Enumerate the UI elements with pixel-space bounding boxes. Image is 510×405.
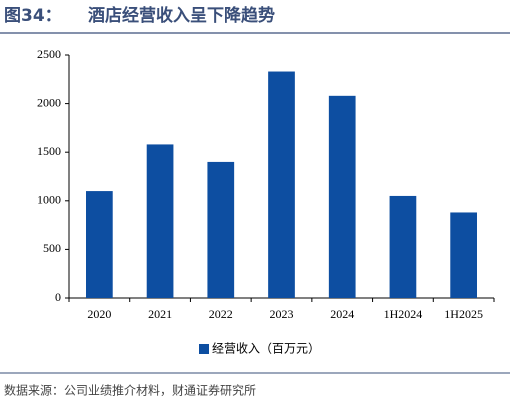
x-tick-label: 2020	[87, 307, 111, 321]
legend-label: 经营收入（百万元）	[212, 342, 320, 356]
bar	[268, 71, 295, 298]
y-tick-label: 1000	[37, 193, 61, 207]
y-tick-label: 2000	[37, 95, 61, 109]
bar	[450, 212, 477, 298]
bar	[328, 95, 356, 298]
y-tick-label: 0	[55, 290, 61, 304]
bar	[207, 161, 235, 298]
x-tick-label: 1H2024	[384, 307, 423, 321]
x-tick-label: 2024	[330, 307, 354, 321]
y-tick-label: 1500	[37, 144, 61, 158]
source-note: 数据来源：公司业绩推介材料，财通证券研究所	[4, 383, 256, 398]
chart-title: 酒店经营收入呈下降趋势	[88, 5, 275, 26]
x-tick-label: 2023	[270, 307, 294, 321]
bar	[86, 191, 113, 298]
y-tick-label: 500	[43, 241, 61, 255]
x-tick-label: 1H2025	[444, 307, 483, 321]
y-tick-label: 2500	[37, 47, 61, 61]
bar	[389, 195, 417, 298]
x-tick-label: 2022	[209, 307, 233, 321]
bar	[146, 144, 174, 298]
legend-swatch	[199, 344, 209, 354]
x-tick-label: 2021	[148, 307, 172, 321]
figure-label: 图34：	[4, 6, 62, 26]
